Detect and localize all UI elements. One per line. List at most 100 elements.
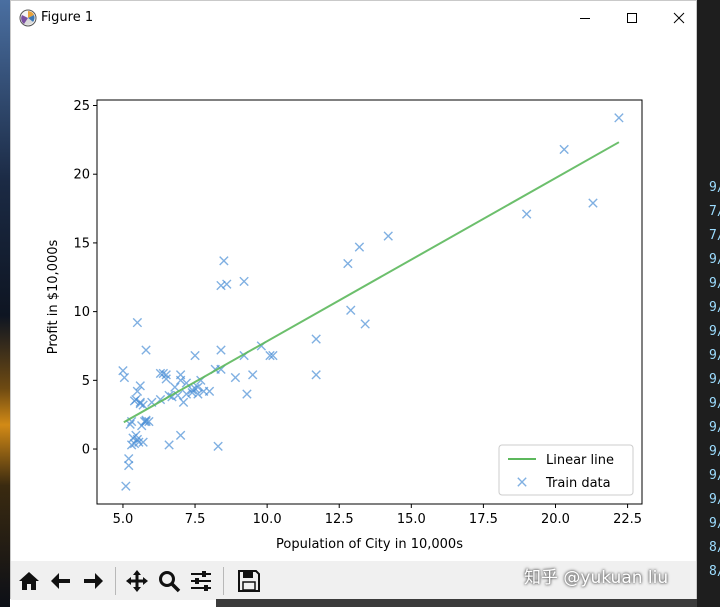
move-icon (126, 570, 148, 592)
terminal-glyph: 8/ (709, 564, 720, 579)
data-point (521, 209, 532, 219)
data-point (132, 386, 143, 397)
y-tick-label: 20 (73, 168, 90, 183)
data-point (311, 334, 321, 344)
x-tick-label: 12.5 (325, 512, 354, 527)
y-axis-label: Profit in $10,000s (46, 239, 61, 354)
data-point (125, 419, 135, 429)
maximize-icon (627, 13, 637, 23)
forward-arrow-icon (84, 573, 103, 589)
maximize-button[interactable] (609, 1, 655, 35)
data-point (178, 397, 189, 408)
data-point (181, 389, 192, 399)
data-point (248, 370, 258, 380)
data-point (164, 440, 174, 450)
terminal-glyph: 8/ (709, 540, 720, 555)
data-point (242, 389, 252, 399)
data-point (138, 437, 148, 447)
close-button[interactable] (656, 1, 702, 35)
data-point (383, 231, 393, 241)
axes-frame (96, 99, 643, 505)
data-point (175, 375, 186, 386)
terminal-glyph: 9/ (709, 300, 720, 315)
forward-button[interactable] (79, 567, 107, 595)
x-tick-label: 10.0 (253, 512, 282, 527)
data-point (311, 370, 321, 380)
data-point (170, 382, 180, 392)
data-point (204, 386, 215, 397)
terminal-glyph: 9/ (709, 180, 720, 195)
data-point (614, 113, 624, 123)
data-point (134, 437, 144, 447)
pan-button[interactable] (123, 567, 151, 595)
sliders-icon (191, 571, 211, 591)
y-tick-label: 0 (82, 443, 90, 458)
data-point (137, 420, 147, 431)
data-point (121, 481, 131, 491)
x-axis-label: Population of City in 10,000s (276, 537, 463, 552)
data-point (193, 382, 203, 392)
home-icon (19, 572, 39, 590)
data-point (187, 385, 197, 395)
data-point (193, 389, 203, 399)
terminal-glyph: 9/ (709, 516, 720, 531)
terminal-glyph: 9/ (709, 492, 720, 507)
close-icon (673, 12, 685, 24)
data-point (131, 394, 141, 405)
toolbar-separator (115, 567, 116, 595)
terminal-glyph: 9/ (709, 372, 720, 387)
regression-line (123, 141, 620, 424)
back-button[interactable] (47, 567, 75, 595)
home-button[interactable] (15, 567, 43, 595)
legend-box (498, 444, 634, 496)
legend-marker-swatch (517, 477, 527, 487)
figure-window: Figure 1 5.0 7.5 10.0 12.5 15.0 17.5 20.0 22.5 0… (10, 0, 697, 600)
x-tick-label: 17.5 (469, 512, 498, 527)
zoom-icon (159, 571, 181, 593)
data-point (161, 370, 171, 380)
data-point (346, 305, 356, 315)
data-point (354, 242, 365, 252)
data-point (343, 258, 353, 269)
data-point (588, 198, 598, 208)
data-point (135, 381, 145, 391)
minimize-button[interactable] (562, 1, 608, 35)
window-title: Figure 1 (41, 10, 94, 25)
data-point (360, 319, 370, 329)
plot-canvas[interactable]: 5.0 7.5 10.0 12.5 15.0 17.5 20.0 22.5 0 5 10 15 20 25… (11, 35, 696, 561)
terminal-glyph: 9/ (709, 348, 720, 363)
y-tick-label: 10 (73, 305, 90, 320)
y-tick-label: 15 (73, 236, 90, 251)
data-point (219, 256, 229, 266)
x-tick-label: 22.5 (613, 512, 642, 527)
data-point (138, 400, 148, 410)
zoom-button[interactable] (155, 567, 183, 595)
configure-subplots-button[interactable] (187, 567, 215, 595)
data-point (131, 430, 141, 440)
terminal-glyph: 9/ (709, 396, 720, 411)
title-bar[interactable]: Figure 1 (11, 1, 696, 35)
data-point (268, 350, 278, 361)
data-point (213, 441, 223, 451)
taskbar-strip (216, 599, 697, 607)
matplotlib-icon (19, 9, 37, 27)
save-button[interactable] (235, 567, 263, 595)
data-point (144, 416, 154, 427)
terminal-glyph: 9/ (709, 468, 720, 483)
data-point (158, 368, 169, 379)
plot-area[interactable] (97, 100, 642, 504)
navigation-toolbar (11, 561, 696, 600)
minimize-icon (580, 18, 590, 19)
data-point (124, 460, 134, 471)
save-icon (238, 570, 260, 592)
data-point (216, 345, 226, 355)
data-point (265, 350, 275, 361)
data-point (175, 430, 186, 440)
data-point (190, 350, 200, 361)
desktop-wallpaper-strip (0, 0, 10, 607)
terminal-glyph: 9/ (709, 276, 720, 291)
data-point (141, 415, 151, 425)
data-point (239, 276, 249, 287)
terminal-glyph: 7/ (709, 228, 720, 243)
data-point (222, 279, 232, 289)
